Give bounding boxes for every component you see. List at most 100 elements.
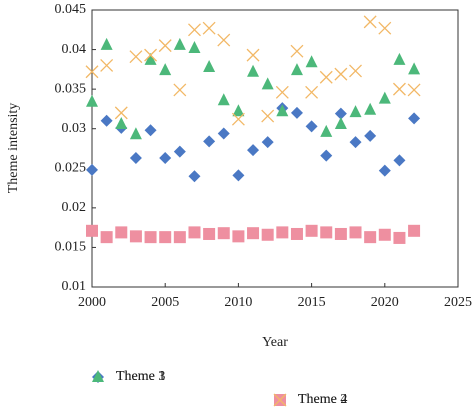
point [320, 226, 333, 239]
point [261, 109, 275, 123]
point [275, 85, 289, 99]
point [86, 94, 98, 107]
point [364, 102, 377, 115]
point [231, 112, 245, 126]
point [173, 37, 186, 50]
y-tick-label: 0.01 [62, 279, 87, 294]
x-axis-label: Year [262, 335, 288, 350]
point [349, 64, 362, 78]
point [159, 231, 172, 244]
point [159, 151, 172, 164]
point [349, 136, 362, 149]
point [173, 83, 187, 97]
point [100, 37, 113, 50]
point [393, 52, 406, 65]
y-tick-label: 0.035 [55, 81, 87, 96]
point [203, 59, 216, 72]
point [129, 127, 142, 140]
point [349, 226, 362, 239]
x-tick-label: 2010 [224, 295, 252, 310]
point [144, 231, 157, 244]
point [232, 104, 245, 117]
point [305, 120, 318, 133]
point [129, 230, 142, 243]
point [408, 224, 421, 237]
point [144, 48, 158, 62]
point [129, 50, 143, 64]
y-tick-label: 0.025 [55, 161, 87, 176]
legend-label: Theme 1 [116, 369, 165, 384]
point [334, 67, 348, 81]
point [276, 104, 289, 117]
point [86, 163, 98, 176]
point [159, 63, 172, 76]
point [349, 105, 362, 118]
point [247, 144, 260, 157]
point [247, 227, 260, 240]
point [320, 149, 333, 162]
point [188, 23, 201, 37]
point [320, 124, 333, 137]
point [115, 116, 128, 129]
x-tick-label: 2020 [371, 295, 399, 310]
point [232, 169, 245, 182]
point [100, 114, 113, 127]
point [100, 231, 113, 244]
point [392, 82, 406, 96]
y-tick-label: 0.015 [55, 240, 87, 255]
point [261, 136, 274, 149]
point [408, 112, 421, 125]
point [217, 127, 230, 140]
point [393, 231, 406, 244]
point [144, 124, 157, 137]
point [408, 62, 421, 75]
point [114, 106, 128, 120]
x-tick-label: 2005 [151, 295, 179, 310]
point [334, 116, 347, 129]
point [378, 164, 391, 177]
point [86, 224, 98, 237]
point [232, 230, 245, 243]
point [85, 65, 99, 79]
point [334, 227, 347, 240]
point [290, 106, 303, 119]
point [217, 93, 230, 106]
legend-marker [273, 393, 287, 407]
y-axis-label: Theme intensity [6, 103, 21, 194]
point [217, 33, 231, 47]
y-tick-label: 0.045 [55, 2, 87, 17]
point [144, 52, 157, 65]
x-tick-label: 2015 [298, 295, 326, 310]
point [261, 228, 274, 241]
point [261, 77, 274, 90]
point [363, 15, 377, 29]
point [100, 58, 114, 72]
y-tick-label: 0.03 [62, 121, 87, 136]
point [115, 226, 128, 239]
point [188, 226, 201, 239]
point [158, 39, 172, 53]
point [393, 154, 406, 167]
point [290, 63, 303, 76]
point [202, 21, 216, 35]
point [188, 170, 201, 183]
point [290, 227, 303, 240]
point [188, 40, 201, 53]
point [319, 70, 333, 84]
x-tick-label: 2000 [78, 295, 106, 310]
point [246, 48, 260, 62]
point [217, 227, 230, 240]
point [203, 135, 216, 148]
point [378, 228, 391, 241]
point [276, 226, 289, 239]
y-tick-label: 0.02 [62, 200, 87, 215]
legend-marker [92, 370, 104, 382]
point [129, 151, 142, 164]
point [305, 224, 318, 237]
legend-label: Theme 3 [116, 369, 165, 384]
point [173, 145, 186, 158]
point [378, 21, 392, 35]
x-tick-label: 2025 [444, 295, 472, 310]
point [203, 227, 216, 240]
legend-label: Theme 4 [298, 392, 347, 407]
